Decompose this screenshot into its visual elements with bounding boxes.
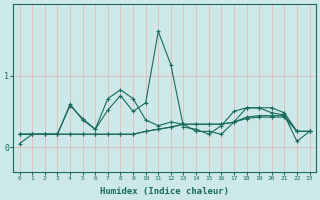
X-axis label: Humidex (Indice chaleur): Humidex (Indice chaleur) (100, 187, 229, 196)
